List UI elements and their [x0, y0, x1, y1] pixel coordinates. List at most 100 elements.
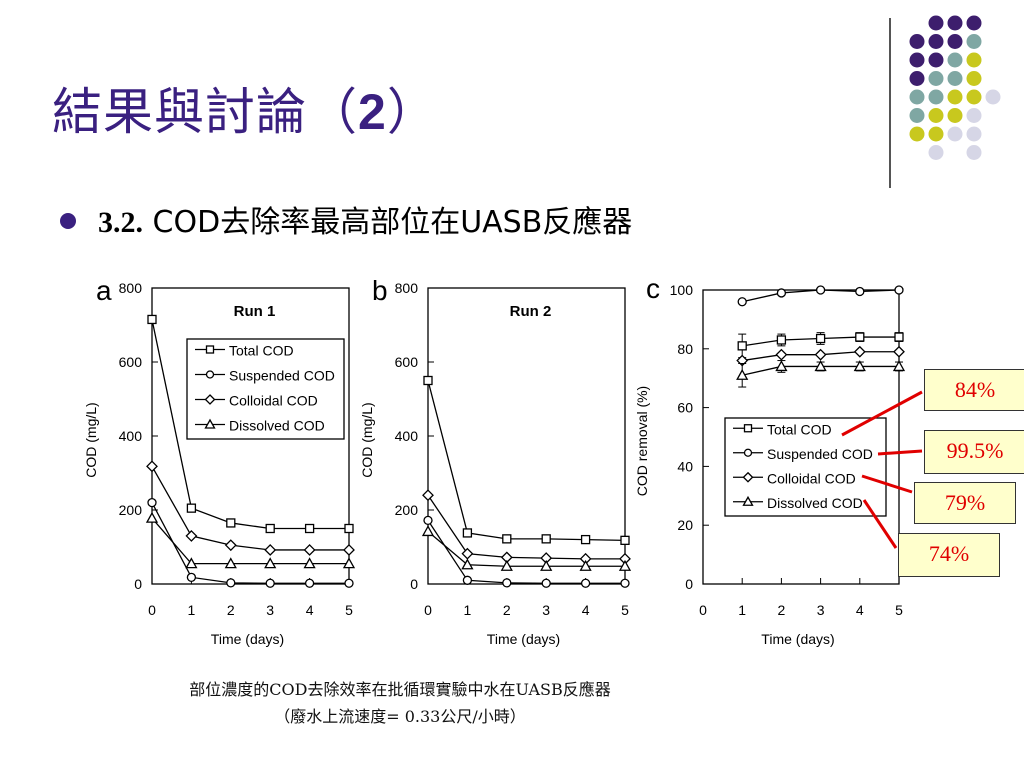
- decor-dot: [966, 71, 982, 86]
- y-axis-label: COD removal (%): [634, 386, 650, 496]
- square-marker: [304, 523, 315, 534]
- decor-dot: [928, 89, 944, 105]
- square-marker: [205, 345, 215, 354]
- series-suspended-cod: [423, 515, 630, 588]
- square-marker: [226, 518, 236, 528]
- triangle-marker: [540, 559, 553, 571]
- y-tick-label: 600: [119, 354, 143, 370]
- y-tick-label: 40: [677, 458, 693, 474]
- decor-dot: [909, 108, 925, 123]
- legend-box: [724, 417, 887, 517]
- square-marker: [743, 424, 753, 433]
- diamond-marker: [814, 348, 827, 361]
- circle-marker: [226, 578, 236, 588]
- diamond-marker: [775, 348, 788, 361]
- x-tick-label: 2: [778, 602, 786, 618]
- x-tick-label: 1: [738, 602, 746, 618]
- square-marker: [462, 528, 473, 538]
- series-line: [151, 517, 349, 565]
- y-axis-label: COD (mg/L): [83, 402, 99, 477]
- x-tick-label: 0: [699, 602, 707, 618]
- circle-marker: [304, 578, 315, 588]
- legend-entry: Dissolved COD: [195, 418, 325, 434]
- triangle-marker: [736, 368, 749, 380]
- panel-letter: c: [646, 273, 660, 304]
- decor-dot: [909, 34, 925, 49]
- series-line: [151, 466, 349, 551]
- square-marker: [737, 341, 747, 351]
- series-suspended-cod: [147, 497, 354, 588]
- callout-connector-line: [861, 474, 913, 494]
- diamond-marker: [422, 489, 434, 502]
- y-tick-label: 400: [119, 428, 143, 444]
- panel-letter: a: [96, 275, 112, 306]
- decor-dot: [966, 15, 982, 31]
- series-line: [427, 494, 625, 560]
- figure-caption-line2: （廢水上流速度= 0.33公尺/小時）: [274, 707, 526, 726]
- square-marker: [147, 314, 157, 325]
- square-marker: [580, 534, 591, 545]
- square-marker: [344, 523, 354, 534]
- series-line: [427, 530, 625, 567]
- circle-marker: [265, 578, 275, 588]
- circle-marker: [541, 578, 551, 588]
- square-marker: [423, 375, 433, 386]
- x-tick-label: 1: [188, 602, 196, 618]
- title-paren-close: ）: [386, 83, 438, 141]
- x-tick-label: 3: [266, 602, 274, 618]
- decor-dot: [909, 89, 925, 105]
- decor-dot: [928, 145, 944, 160]
- chart-panel-c: c 0 1 2 3 4 5 0 20 40 60 80 100 Time (days) COD remova…: [634, 273, 906, 647]
- circle-marker: [147, 497, 157, 508]
- chart-panel-a: a 0 1 2 3 4 5 0 200 400 600 800 Time (days) COD (mg/L…: [83, 275, 356, 647]
- y-tick-label: 0: [410, 576, 418, 592]
- legend-label: Suspended COD: [229, 368, 335, 384]
- triangle-marker: [814, 360, 827, 372]
- legend-label: Colloidal COD: [229, 393, 318, 409]
- series-colloidal-cod: [422, 489, 631, 565]
- triangle-marker: [461, 558, 474, 570]
- decor-dot: [928, 126, 944, 142]
- slide-title: 結果與討論（2）: [52, 72, 438, 144]
- title-divider-line: [889, 18, 891, 188]
- diamond-marker: [461, 547, 474, 560]
- series-line: [427, 520, 625, 584]
- x-tick-label: 5: [895, 602, 903, 618]
- y-tick-label: 0: [134, 576, 142, 592]
- decor-dot: [985, 89, 1001, 105]
- square-marker: [894, 332, 904, 342]
- circle-marker: [894, 285, 904, 295]
- x-tick-label: 2: [227, 602, 235, 618]
- circle-marker: [855, 286, 865, 297]
- y-tick-label: 100: [670, 282, 694, 298]
- diamond-marker: [742, 471, 754, 483]
- legend-label: Dissolved COD: [767, 495, 863, 511]
- diamond-marker: [204, 394, 216, 405]
- x-tick-label: 4: [582, 602, 590, 618]
- bullet-text: COD去除率最高部位在UASB反應器: [143, 205, 633, 240]
- square-marker: [502, 534, 512, 544]
- circle-marker: [580, 578, 591, 588]
- chart-panel-b: b 0 1 2 3 4 5 0 200 400 600 800 Time (days) COD (mg/L…: [359, 275, 632, 647]
- series-total-cod: [737, 332, 904, 359]
- callout-suspended-cod: 99.5%: [924, 430, 1024, 474]
- legend-label: Suspended COD: [767, 446, 873, 462]
- triangle-marker: [342, 557, 356, 569]
- x-tick-label: 1: [464, 602, 472, 618]
- bullet-number: 3.2.: [98, 206, 143, 239]
- decor-dot: [947, 52, 963, 68]
- square-marker: [776, 335, 787, 345]
- legend-entry: Total COD: [195, 343, 294, 359]
- chart-title: Run 2: [510, 303, 552, 320]
- decor-dot: [947, 126, 963, 142]
- x-tick-label: 4: [306, 602, 314, 618]
- decor-dot: [928, 52, 944, 68]
- decor-dot: [947, 34, 963, 49]
- decor-dot: [966, 145, 982, 160]
- callout-connector-line: [877, 449, 923, 456]
- series-colloidal-cod: [146, 460, 355, 556]
- diamond-marker: [264, 544, 277, 556]
- x-tick-label: 3: [817, 602, 825, 618]
- series-dissolved-cod: [736, 360, 906, 388]
- decor-dot: [928, 108, 944, 123]
